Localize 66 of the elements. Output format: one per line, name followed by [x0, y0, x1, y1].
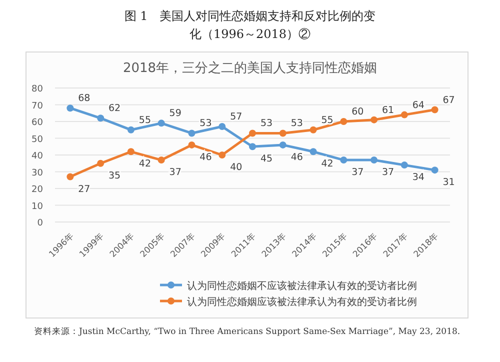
point [279, 130, 286, 137]
point [218, 123, 226, 130]
data-label: 67 [442, 94, 455, 106]
point [127, 148, 134, 156]
point [97, 114, 104, 122]
point [370, 116, 378, 124]
point [97, 160, 104, 167]
y-tick-label: 30 [32, 168, 44, 178]
y-tick-label: 60 [32, 118, 44, 128]
point [66, 104, 74, 112]
data-label: 42 [138, 158, 152, 170]
data-label: 37 [382, 167, 394, 178]
point [249, 130, 256, 137]
data-label: 31 [442, 177, 455, 188]
point [249, 143, 256, 150]
y-tick-label: 80 [32, 84, 44, 94]
point [158, 156, 165, 164]
point [218, 152, 226, 158]
point [340, 156, 348, 164]
y-tick-label: 20 [32, 185, 44, 195]
legend-label: 认为同性恋婚姻不应该被法律承认有效的受访者比例 [187, 280, 417, 292]
chart-subtitle: 图 1 美国人对同性恋婚姻支持和反对比例的变化（1996～2018）② [124, 9, 376, 41]
point [340, 118, 348, 125]
y-tick-label: 10 [32, 202, 44, 212]
data-label: 46 [200, 152, 212, 163]
point [370, 156, 378, 164]
point [158, 120, 165, 127]
data-label: 57 [230, 112, 242, 123]
point [188, 141, 196, 148]
y-tick-label: 40 [32, 152, 44, 162]
data-label: 35 [108, 170, 121, 182]
point [66, 173, 74, 180]
data-label: 53 [200, 118, 212, 130]
text: 资料来源：Justin McCarthy, “Two in Three Americans Support Same-Sex Marriage”, May 23, 2018. [34, 326, 460, 337]
data-label: 45 [260, 154, 273, 165]
y-tick-label: 70 [32, 101, 44, 112]
point [400, 162, 408, 169]
data-label: 61 [382, 104, 394, 116]
legend-label: 认为同性恋婚姻应该被法律承认为有效的受访者比例 [187, 296, 417, 308]
point [400, 111, 408, 118]
data-label: 27 [78, 184, 90, 195]
point [127, 126, 134, 134]
data-label: 55 [138, 114, 152, 126]
data-label: 37 [352, 167, 364, 178]
point [431, 166, 438, 174]
data-label: 55 [321, 114, 334, 126]
data-label: 53 [260, 118, 273, 130]
data-label: 34 [412, 172, 424, 184]
point [279, 141, 286, 148]
point [310, 148, 317, 156]
data-label: 62 [108, 103, 121, 114]
data-label: 60 [352, 106, 364, 118]
data-label: 59 [169, 108, 182, 120]
data-label: 64 [412, 100, 424, 111]
data-label: 42 [321, 158, 334, 170]
data-label: 37 [169, 167, 182, 178]
point [188, 130, 196, 137]
data-label: 46 [290, 152, 303, 163]
point [431, 106, 438, 114]
data-label: 40 [230, 162, 242, 173]
y-tick-label: 0 [37, 218, 44, 228]
chart-title: 2018年，三分之二的美国人支持同性恋婚姻 [122, 60, 378, 76]
y-tick-label: 50 [32, 134, 44, 145]
data-label: 68 [78, 93, 90, 104]
data-label: 53 [290, 118, 303, 130]
point [310, 126, 317, 134]
